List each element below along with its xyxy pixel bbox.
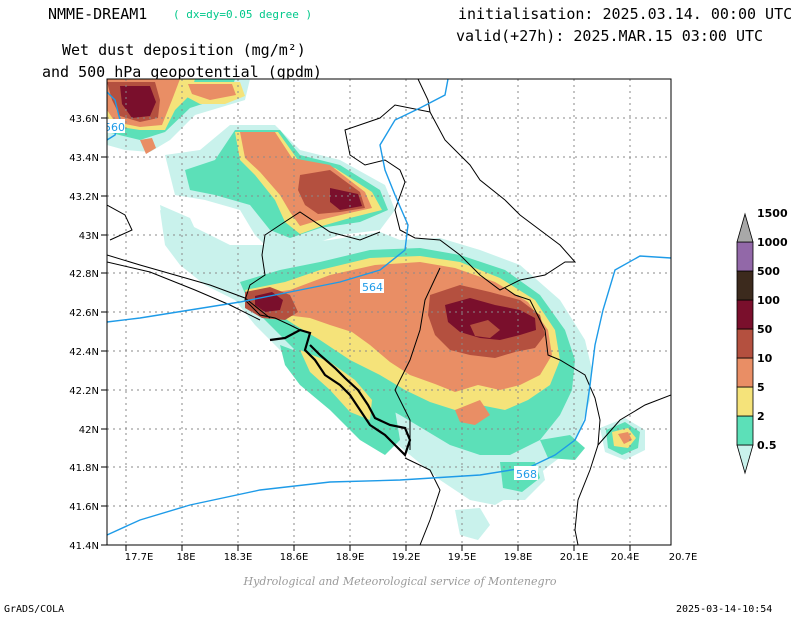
lon-label: 19.8E [504, 552, 533, 563]
map-title-line1: Wet dust deposition (mg/m²) [62, 41, 306, 59]
lon-label: 19.5E [448, 552, 477, 563]
lon-label: 20.1E [560, 552, 589, 563]
lat-label: 42.4N [69, 347, 99, 358]
colorbar-bin [736, 212, 754, 243]
lon-label: 19.2E [392, 552, 421, 563]
model-name: NMME-DREAM1 [48, 5, 148, 23]
latitude-labels: 43.6N 43.4N 43.2N 43N 42.8N 42.6N 42.4N … [69, 114, 99, 552]
model-resolution: ( dx=dy=0.05 degree ) [173, 8, 313, 21]
lat-label: 43.6N [69, 114, 99, 125]
colorbar-label: 0.5 [757, 439, 777, 452]
lat-label: 42.8N [69, 269, 99, 280]
lat-label: 42N [79, 425, 99, 436]
colorbar-bin [736, 241, 754, 272]
colorbar-bin [736, 270, 754, 301]
colorbar [736, 212, 754, 475]
colorbar-bin [736, 386, 754, 417]
lat-label: 43.2N [69, 192, 99, 203]
initialisation-time: initialisation: 2025.03.14. 00:00 UTC [458, 5, 793, 23]
grid-lines [107, 79, 671, 545]
colorbar-label: 50 [757, 323, 773, 336]
lat-label: 41.8N [69, 463, 99, 474]
footer-software: GrADS/COLA [4, 604, 65, 615]
axis-ticks [101, 117, 631, 551]
colorbar-label: 100 [757, 294, 780, 307]
colorbar-bin [736, 299, 754, 330]
colorbar-bin [736, 357, 754, 388]
lat-label: 41.6N [69, 502, 99, 513]
lat-label: 42.2N [69, 386, 99, 397]
footer-timestamp: 2025-03-14-10:54 [676, 604, 773, 615]
lat-label: 42.6N [69, 308, 99, 319]
contour-label-560: 560 [104, 121, 125, 134]
lon-label: 20.4E [611, 552, 640, 563]
lon-label: 18.6E [280, 552, 309, 563]
contour-label-568: 568 [516, 468, 537, 481]
lon-label: 18E [176, 552, 195, 563]
lon-label: 20.7E [669, 552, 698, 563]
colorbar-label: 2 [757, 410, 765, 423]
colorbar-bin [736, 328, 754, 359]
colorbar-labels: 0.5 2 5 10 50 100 500 1000 1500 [757, 207, 788, 452]
dust-field: 560 564 568 [104, 79, 671, 545]
colorbar-label: 1000 [757, 236, 788, 249]
contour-label-564: 564 [362, 281, 383, 294]
credit-text: Hydrological and Meteorological service … [243, 575, 557, 588]
map-title-line2: and 500 hPa geopotential (gpdm) [42, 63, 322, 81]
longitude-labels: 17.7E 18E 18.3E 18.6E 18.9E 19.2E 19.5E … [125, 552, 698, 563]
lat-label: 41.4N [69, 541, 99, 552]
lon-label: 18.9E [336, 552, 365, 563]
coastline [269, 328, 412, 458]
contour-labels: 560 564 568 [104, 119, 538, 481]
colorbar-label: 500 [757, 265, 780, 278]
colorbar-bin [736, 415, 754, 446]
lon-label: 18.3E [224, 552, 253, 563]
colorbar-label: 10 [757, 352, 773, 365]
lat-label: 43N [79, 231, 99, 242]
valid-time: valid(+27h): 2025.MAR.15 03:00 UTC [456, 27, 764, 45]
colorbar-bin [736, 444, 754, 475]
lat-label: 43.4N [69, 153, 99, 164]
colorbar-label: 5 [757, 381, 765, 394]
lon-label: 17.7E [125, 552, 154, 563]
colorbar-label: 1500 [757, 207, 788, 220]
